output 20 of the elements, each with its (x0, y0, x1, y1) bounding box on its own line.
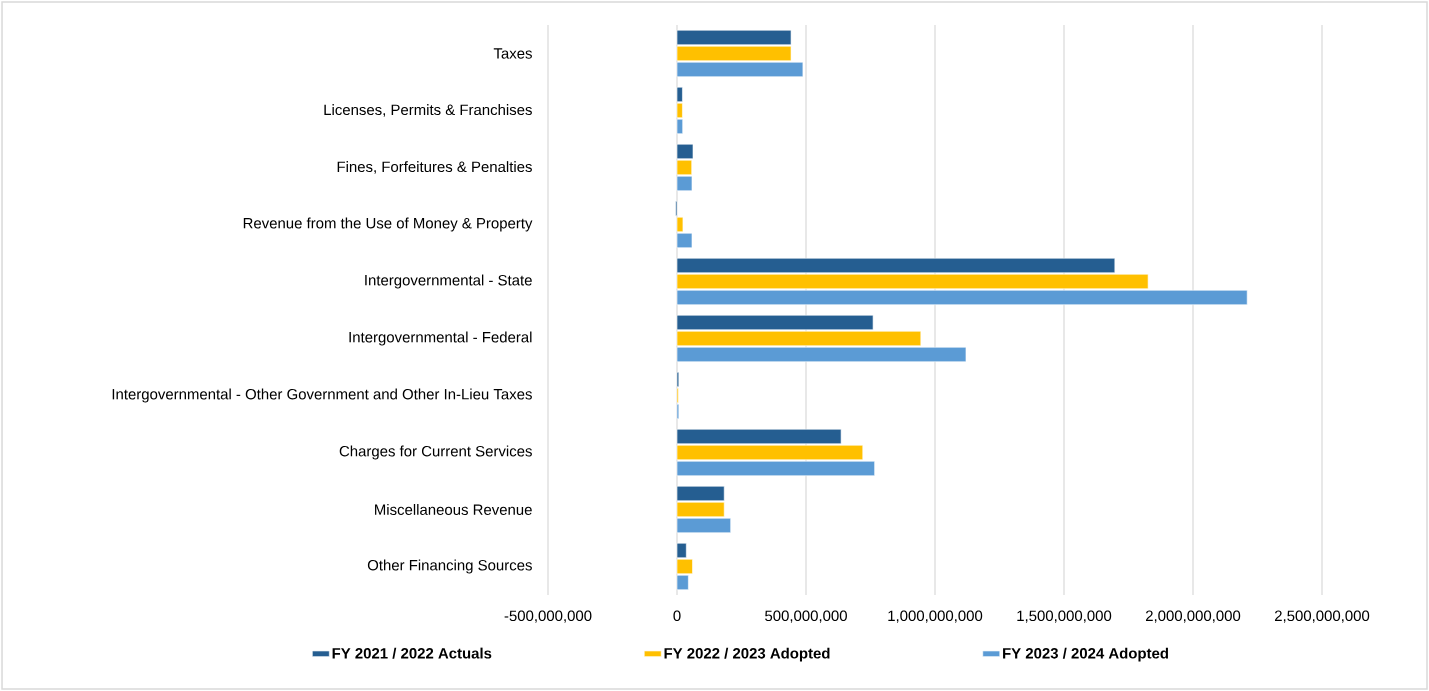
x-tick-label: 1,000,000,000 (888, 610, 983, 623)
y-tick-label: Fines, Forfeitures & Penalties (337, 161, 532, 174)
x-tick-label: -500,000,000 (504, 610, 592, 623)
y-tick-label: Intergovernmental - State (365, 274, 532, 289)
legend-label: FY 2023 / 2024 Adopted (1003, 647, 1168, 662)
y-tick-label: Miscellaneous Revenue (375, 504, 532, 515)
x-tick-label: 1,500,000,000 (1017, 610, 1112, 623)
x-tick-label: 2,500,000,000 (1274, 610, 1370, 623)
legend-label: FY 2022 / 2023 Adopted (664, 647, 830, 662)
legend-label: FY 2021 / 2022 Actuals (332, 647, 492, 659)
x-tick-label: 2,000,000,000 (1145, 610, 1241, 623)
y-tick-label: Charges for Current Services (339, 445, 532, 460)
x-tick-label: 0 (673, 610, 681, 622)
y-tick-label: Intergovernmental - Other Government and Other In-Lieu Taxes (112, 388, 532, 403)
y-tick-label: Other Financing Sources (367, 559, 532, 574)
x-tick-label: 500,000,000 (765, 610, 847, 623)
y-tick-label: Licenses, Permits & Franchises (324, 104, 532, 117)
y-tick-label: Revenue from the Use of Money & Property (243, 217, 533, 232)
y-tick-label: Taxes (493, 48, 532, 59)
y-tick-label: Intergovernmental - Federal (349, 331, 532, 346)
